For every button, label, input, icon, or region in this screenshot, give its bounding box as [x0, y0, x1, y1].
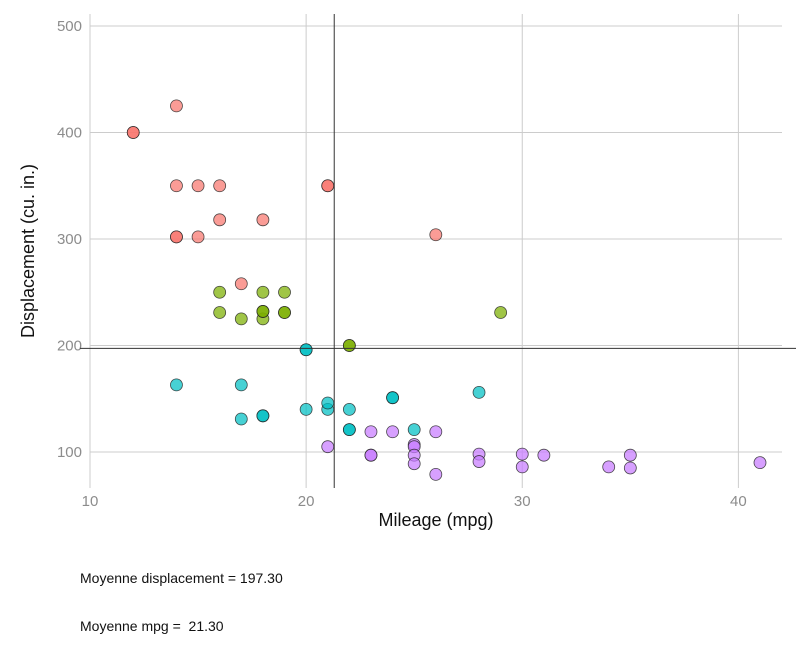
data-point	[321, 179, 335, 193]
y-tick-label: 500	[57, 18, 82, 35]
data-point	[472, 385, 486, 399]
data-point	[407, 457, 421, 471]
data-point	[364, 425, 378, 439]
data-point	[515, 460, 529, 474]
reference-lines	[80, 14, 796, 488]
data-point	[602, 460, 616, 474]
data-point	[342, 339, 356, 352]
data-point	[170, 179, 183, 193]
data-point	[234, 312, 248, 326]
y-axis-title: Displacement (cu. in.)	[18, 164, 38, 338]
data-point	[234, 378, 248, 392]
data-point	[234, 412, 248, 426]
data-point	[364, 448, 378, 462]
x-tick-label: 20	[298, 493, 315, 510]
data-point	[623, 461, 637, 475]
data-point	[213, 306, 227, 319]
data-point	[386, 391, 399, 405]
data-point	[191, 230, 205, 244]
data-point	[429, 425, 443, 439]
data-point	[278, 285, 291, 299]
scatter-plot: 10 20 30 40 100 200 300 400 500 Mileage (mpg) Di…	[18, 14, 796, 530]
caption: Moyenne displacement = 197.30 Moyenne mp…	[80, 538, 283, 650]
data-point	[407, 423, 421, 437]
data-points	[126, 99, 767, 481]
data-point	[126, 126, 140, 139]
data-point	[494, 306, 508, 319]
data-point	[191, 179, 205, 193]
data-point	[170, 99, 183, 113]
data-point	[753, 456, 767, 470]
data-point	[537, 448, 551, 462]
data-point	[429, 467, 443, 481]
data-point	[386, 425, 399, 439]
data-point	[342, 402, 356, 416]
y-tick-label: 300	[57, 231, 82, 248]
y-tick-label: 400	[57, 125, 82, 142]
tick-labels: 10 20 30 40 100 200 300 400 500	[57, 18, 747, 510]
data-point	[299, 343, 313, 357]
grid-lines	[89, 14, 782, 488]
x-tick-label: 40	[730, 493, 747, 510]
data-point	[321, 440, 335, 454]
data-point	[213, 285, 227, 299]
data-point	[256, 213, 270, 227]
data-point	[234, 277, 248, 291]
data-point	[515, 447, 529, 461]
data-point	[256, 409, 270, 423]
x-tick-label: 10	[82, 493, 99, 510]
data-point	[623, 448, 637, 462]
data-point	[170, 230, 183, 244]
data-point	[170, 378, 183, 392]
x-axis-title: Mileage (mpg)	[378, 510, 493, 530]
y-tick-label: 100	[57, 444, 82, 461]
data-point	[429, 228, 443, 242]
y-tick-label: 200	[57, 338, 82, 355]
data-point	[472, 455, 486, 468]
data-point	[213, 179, 227, 193]
x-tick-label: 30	[514, 493, 531, 510]
data-point	[256, 305, 270, 318]
caption-mpg-mean: Moyenne mpg = 21.30	[80, 618, 224, 634]
data-point	[256, 285, 270, 299]
data-point	[321, 396, 335, 410]
data-point	[213, 213, 227, 227]
data-point	[299, 402, 313, 416]
caption-displacement-mean: Moyenne displacement = 197.30	[80, 570, 283, 586]
data-point	[278, 306, 291, 319]
data-point	[342, 423, 356, 437]
